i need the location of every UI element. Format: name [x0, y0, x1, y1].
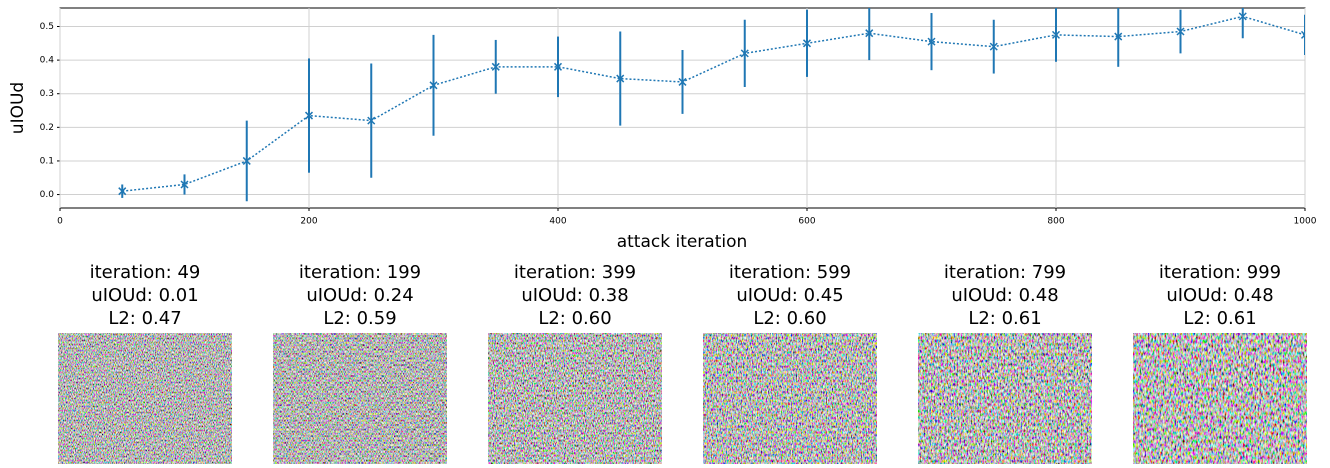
figure: attack iteration uIOUd 0.0 0.1 0.2 0.3 0.4 0.… — [0, 0, 1330, 464]
x-tick-label: 200 — [300, 217, 317, 227]
adversarial-image — [703, 333, 877, 464]
x-tick-label: 800 — [1047, 217, 1064, 227]
panel-caption: uIOUd: 0.48 — [951, 285, 1058, 306]
adversarial-image — [488, 333, 662, 464]
x-axis-label: attack iteration — [617, 232, 748, 252]
panel-caption: uIOUd: 0.48 — [1166, 285, 1273, 306]
panel-caption: uIOUd: 0.45 — [736, 285, 843, 306]
panel-caption: iteration: 799 — [944, 262, 1066, 283]
y-tick-label: 0.3 — [40, 89, 54, 99]
panel-caption: uIOUd: 0.24 — [306, 285, 413, 306]
panel-caption: iteration: 599 — [729, 262, 851, 283]
panel-caption: L2: 0.59 — [323, 308, 396, 329]
y-tick-label: 0.2 — [40, 123, 54, 133]
adversarial-image — [918, 333, 1092, 464]
panel-caption: iteration: 999 — [1159, 262, 1281, 283]
page: {"chart_data": {"type": "errorbar-line",… — [0, 0, 1330, 464]
x-tick-label: 400 — [549, 217, 566, 227]
panel-caption: uIOUd: 0.38 — [521, 285, 628, 306]
panel-caption: L2: 0.61 — [1183, 308, 1256, 329]
plot-area — [119, 0, 1309, 201]
panel-caption: iteration: 399 — [514, 262, 636, 283]
panel-caption: iteration: 49 — [90, 262, 201, 283]
y-tick-label: 0.0 — [40, 190, 55, 200]
panel-caption: iteration: 199 — [299, 262, 421, 283]
panel-caption: uIOUd: 0.01 — [91, 285, 198, 306]
panel-caption: L2: 0.60 — [753, 308, 826, 329]
panel-caption: L2: 0.61 — [968, 308, 1041, 329]
panel-caption: L2: 0.60 — [538, 308, 611, 329]
y-tick-label: 0.4 — [40, 56, 55, 66]
x-tick-label: 1000 — [1294, 217, 1317, 227]
x-tick-label: 600 — [798, 217, 815, 227]
x-tick-label: 0 — [57, 217, 63, 227]
y-tick-label: 0.1 — [40, 156, 54, 166]
adversarial-image — [1133, 333, 1307, 464]
adversarial-image — [273, 333, 447, 464]
panel-caption: L2: 0.47 — [108, 308, 181, 329]
line — [122, 16, 1305, 191]
y-axis-label: uIOUd — [8, 82, 28, 134]
y-tick-label: 0.5 — [40, 22, 54, 32]
adversarial-image — [58, 333, 232, 464]
